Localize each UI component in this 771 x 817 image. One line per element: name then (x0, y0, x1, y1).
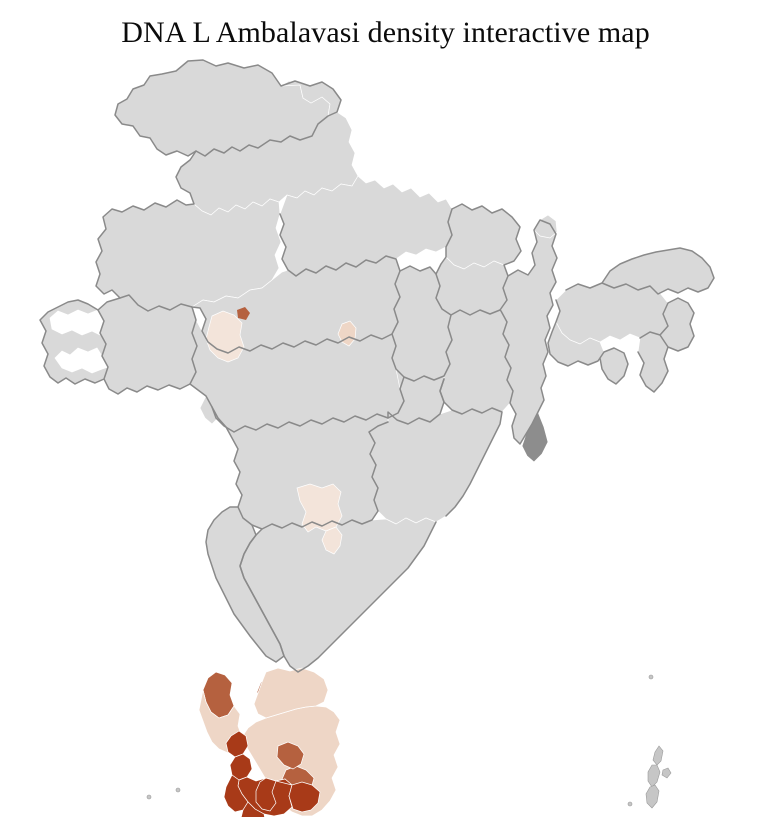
island-andaman-middle (648, 765, 660, 787)
border-rajasthan-mp (120, 295, 392, 353)
district-tamil-nadu-dindigul[interactable] (277, 742, 304, 769)
district-kutch[interactable] (40, 300, 108, 384)
border-north-plains (96, 151, 196, 310)
island-layer (147, 675, 671, 817)
district-coimbatore-salem[interactable] (276, 779, 320, 812)
district-jharkhand[interactable] (436, 257, 508, 315)
island-andaman-east-speck (662, 768, 671, 778)
base-landmass-layer (40, 60, 714, 672)
island-andaman-south (646, 785, 659, 808)
border-karnataka (212, 407, 388, 529)
island-lakshadweep-1 (147, 795, 151, 799)
island-nicobar-speck-1 (628, 802, 632, 806)
border-ne (548, 248, 714, 392)
district-telangana-south[interactable] (322, 527, 342, 554)
district-kerala-south-coast[interactable] (240, 802, 266, 817)
district-andhra-pradesh[interactable] (369, 408, 502, 524)
border-mp-chhattisgarh (392, 271, 452, 381)
district-tamil-nadu-north-light[interactable] (254, 668, 328, 718)
border-gujarat (40, 300, 197, 394)
district-odisha[interactable] (440, 310, 513, 414)
border-telangana (388, 379, 444, 424)
india-choropleth-map[interactable] (0, 52, 771, 817)
island-andaman-north (653, 746, 663, 765)
border-bihar-wb (452, 204, 557, 444)
map-canvas[interactable] (0, 52, 771, 817)
border-tn-coast (240, 522, 436, 672)
island-nicobar-speck-2 (649, 675, 653, 679)
border-odisha (440, 310, 502, 516)
page-title: DNA L Ambalavasi density interactive map (121, 16, 650, 49)
island-lakshadweep-2 (176, 788, 180, 792)
state-border-layer (40, 60, 714, 672)
border-jk (115, 60, 341, 156)
border-up (280, 209, 452, 276)
choropleth-data-layer (199, 307, 356, 817)
district-palakkad[interactable] (256, 778, 276, 811)
district-bihar[interactable] (446, 204, 521, 269)
district-delhi[interactable] (237, 307, 250, 320)
